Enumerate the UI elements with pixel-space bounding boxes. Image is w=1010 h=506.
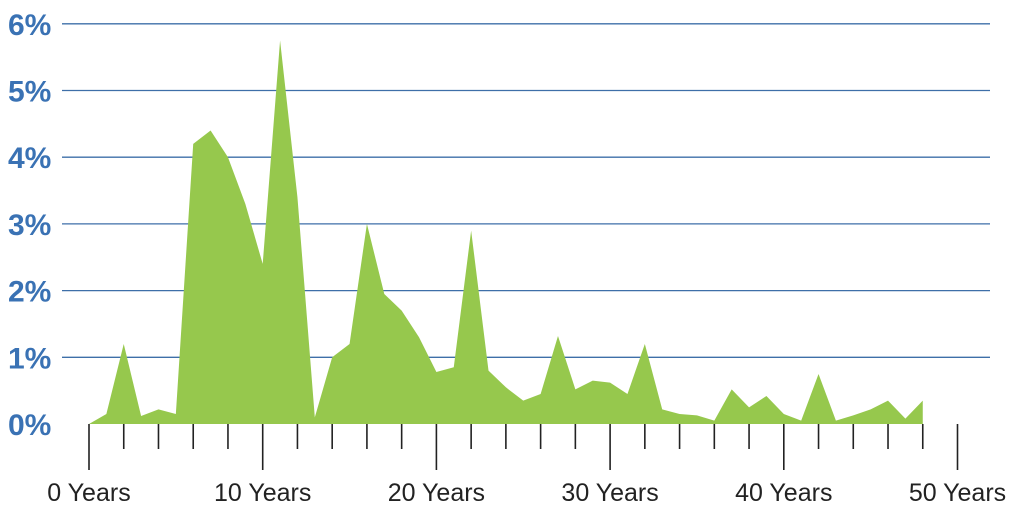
y-tick-label: 1%	[8, 342, 51, 375]
y-tick-label: 3%	[8, 209, 51, 242]
area-fill	[89, 40, 923, 424]
x-tick-label: 0 Years	[47, 479, 130, 506]
area-series	[89, 40, 923, 424]
y-tick-label: 0%	[8, 409, 51, 442]
x-tick-label: 20 Years	[388, 479, 485, 506]
x-tick-label: 30 Years	[561, 479, 658, 506]
y-tick-label: 4%	[8, 142, 51, 175]
y-tick-label: 2%	[8, 276, 51, 309]
y-axis-labels: 0% 1% 2% 3% 4% 5% 6%	[8, 9, 51, 442]
y-tick-label: 5%	[8, 76, 51, 109]
y-tick-label: 6%	[8, 9, 51, 42]
x-axis-ticks	[88, 424, 959, 470]
x-axis-labels: 0 Years 10 Years 20 Years 30 Years 40 Years 5…	[47, 479, 1006, 506]
x-tick-label: 50 Years	[909, 479, 1006, 506]
x-tick-label: 40 Years	[735, 479, 832, 506]
x-tick-label: 10 Years	[214, 479, 311, 506]
